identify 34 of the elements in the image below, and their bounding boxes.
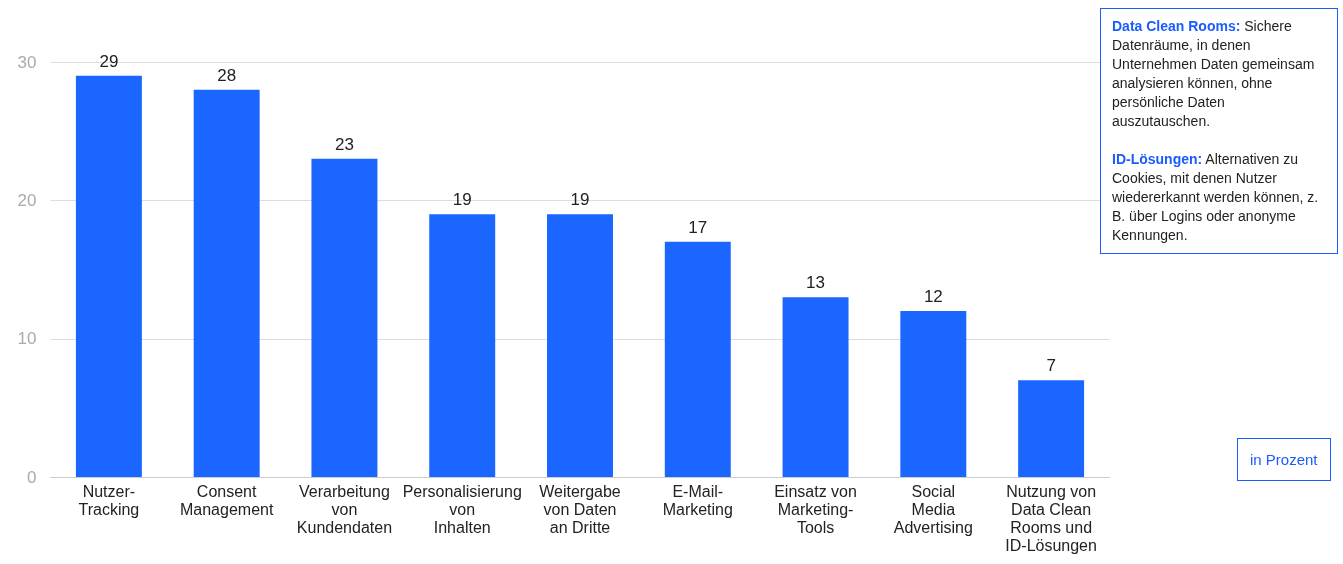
data-label: 23 bbox=[334, 134, 354, 154]
x-tick-label: Nutzung von Data Clean Rooms und ID-Lösungen bbox=[1005, 482, 1097, 554]
data-label: 17 bbox=[688, 217, 708, 237]
bar bbox=[429, 214, 496, 477]
x-tick-label: Personalisierung von Inhalten bbox=[402, 482, 522, 536]
bar bbox=[75, 75, 142, 477]
x-tick-label: Consent Management bbox=[179, 482, 274, 518]
data-label: 13 bbox=[806, 273, 826, 293]
y-tick-label: 20 bbox=[17, 190, 37, 210]
data-label: 28 bbox=[217, 65, 237, 85]
y-tick-label: 30 bbox=[17, 52, 37, 72]
bar bbox=[547, 214, 613, 477]
data-label: 7 bbox=[1046, 356, 1056, 376]
x-tick-label: Weitergabe von Daten an Dritte bbox=[539, 482, 621, 536]
x-tick-label: E-Mail-Marketing bbox=[662, 482, 733, 518]
y-tick-label: 0 bbox=[27, 467, 37, 487]
bar bbox=[1018, 380, 1085, 477]
bar bbox=[782, 297, 849, 477]
bar bbox=[900, 311, 967, 477]
data-label: 19 bbox=[570, 190, 590, 210]
x-tick-label: Nutzer-Tracking bbox=[78, 482, 140, 518]
bar bbox=[664, 241, 731, 477]
x-tick-label: Verarbeitung von Kundendaten bbox=[296, 482, 393, 536]
text: ID-Lösungen: Alternativen zu Cookies, mit denen Nutzer wiedererkannt werden können, z. B. über Logins oder anonyme Kennungen. bbox=[1112, 150, 1320, 245]
bar bbox=[311, 158, 378, 477]
bar bbox=[193, 89, 260, 477]
text: Data Clean Rooms: Sichere Datenräume, in denen Unternehmen Daten gemeinsam analysieren können, ohne persönliche Daten auszutauschen. bbox=[1112, 17, 1316, 131]
x-tick-label: Einsatz von Marketing-Tools bbox=[774, 482, 857, 536]
data-label: 29 bbox=[99, 51, 119, 71]
data-label: 12 bbox=[923, 287, 943, 306]
x-tick-label: Social Media Advertising bbox=[893, 482, 973, 536]
y-tick-label: 10 bbox=[17, 329, 37, 349]
text: in Prozent bbox=[1237, 438, 1331, 481]
data-label: 19 bbox=[452, 190, 472, 210]
